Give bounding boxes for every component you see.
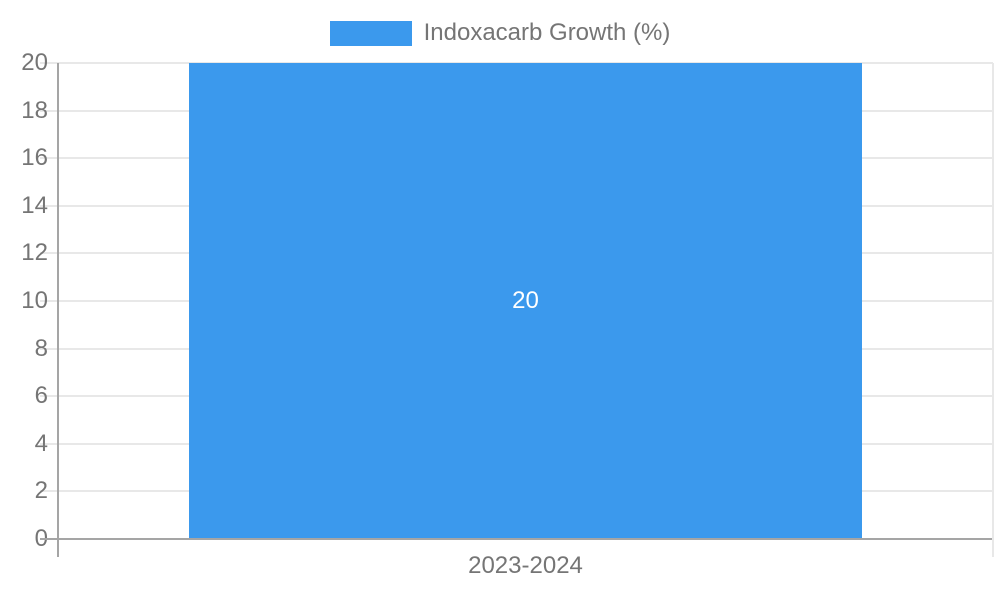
- plot-right-border: [992, 63, 994, 557]
- bar-value-label: 20: [512, 287, 539, 314]
- y-tick-label: 4: [34, 429, 48, 457]
- y-tick-label: 16: [21, 144, 48, 172]
- y-axis-line: [57, 63, 59, 557]
- y-tick-label: 14: [21, 191, 48, 219]
- y-tick-label: 8: [34, 334, 48, 362]
- plot-area: 0 2 4 6 8 10 12 14 16 18 20 20: [21, 51, 994, 557]
- legend-label: Indoxacarb Growth (%): [423, 19, 671, 46]
- legend-swatch: [329, 20, 412, 46]
- y-tick-label: 10: [21, 287, 48, 314]
- y-tick-label: 20: [21, 49, 48, 76]
- x-axis-line: [40, 538, 993, 540]
- y-tick-label: 6: [34, 382, 48, 410]
- legend: Indoxacarb Growth (%): [0, 19, 1000, 46]
- bar-2023-2024: 20: [188, 63, 863, 539]
- y-tick-label: 12: [21, 239, 48, 267]
- y-tick-label: 18: [21, 96, 48, 124]
- y-tick-label: 2: [34, 477, 48, 505]
- x-axis-category-label: 2023-2024: [468, 552, 583, 579]
